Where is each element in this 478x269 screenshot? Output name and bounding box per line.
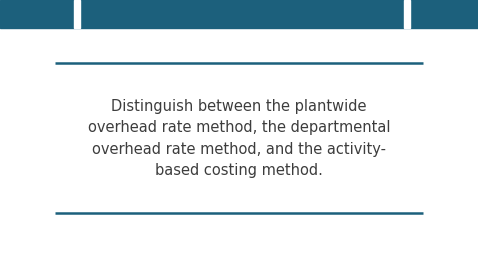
- Bar: [0, 0, 478, 28]
- Bar: [404, 0, 410, 28]
- Text: Distinguish between the plantwide
overhead rate method, the departmental
overhea: Distinguish between the plantwide overhe…: [88, 99, 390, 178]
- Bar: [74, 0, 80, 28]
